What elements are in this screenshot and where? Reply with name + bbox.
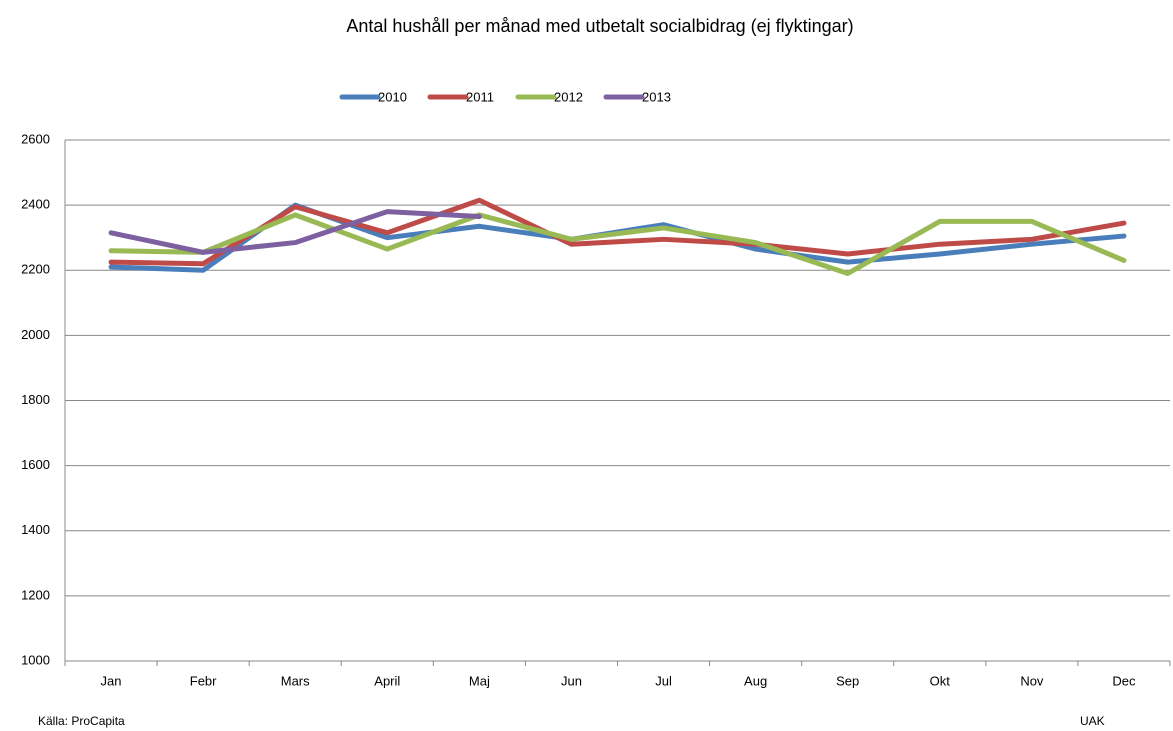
x-tick-label: Jan bbox=[101, 673, 122, 688]
legend-label: 2011 bbox=[466, 89, 494, 104]
y-tick-label: 1000 bbox=[21, 652, 50, 667]
x-tick-label: Dec bbox=[1112, 673, 1136, 688]
y-tick-label: 1600 bbox=[21, 457, 50, 472]
chart-title: Antal hushåll per månad med utbetalt soc… bbox=[346, 16, 853, 36]
x-tick-label: Aug bbox=[744, 673, 767, 688]
legend-label: 2010 bbox=[378, 89, 407, 104]
y-tick-label: 1400 bbox=[21, 522, 50, 537]
x-tick-label: Maj bbox=[469, 673, 490, 688]
credit: UAK bbox=[1080, 714, 1105, 728]
x-tick-label: April bbox=[374, 673, 400, 688]
y-tick-label: 2000 bbox=[21, 327, 50, 342]
y-tick-label: 2600 bbox=[21, 131, 50, 146]
x-tick-label: Jul bbox=[655, 673, 672, 688]
series-line bbox=[108, 209, 482, 255]
series-line bbox=[108, 212, 1127, 277]
y-tick-label: 1200 bbox=[21, 587, 50, 602]
source: Källa: ProCapita bbox=[38, 714, 125, 728]
y-tick-label: 2200 bbox=[21, 262, 50, 277]
x-tick-label: Sep bbox=[836, 673, 859, 688]
x-tick-label: Okt bbox=[930, 673, 951, 688]
series-line bbox=[108, 197, 1127, 267]
x-tick-label: Nov bbox=[1020, 673, 1044, 688]
legend-label: 2012 bbox=[554, 89, 583, 104]
series-line bbox=[108, 202, 1127, 273]
y-tick-label: 2400 bbox=[21, 197, 50, 212]
y-tick-label: 1800 bbox=[21, 392, 50, 407]
legend-label: 2013 bbox=[642, 89, 671, 104]
x-tick-label: Mars bbox=[281, 673, 310, 688]
x-tick-label: Jun bbox=[561, 673, 582, 688]
x-tick-label: Febr bbox=[190, 673, 217, 688]
